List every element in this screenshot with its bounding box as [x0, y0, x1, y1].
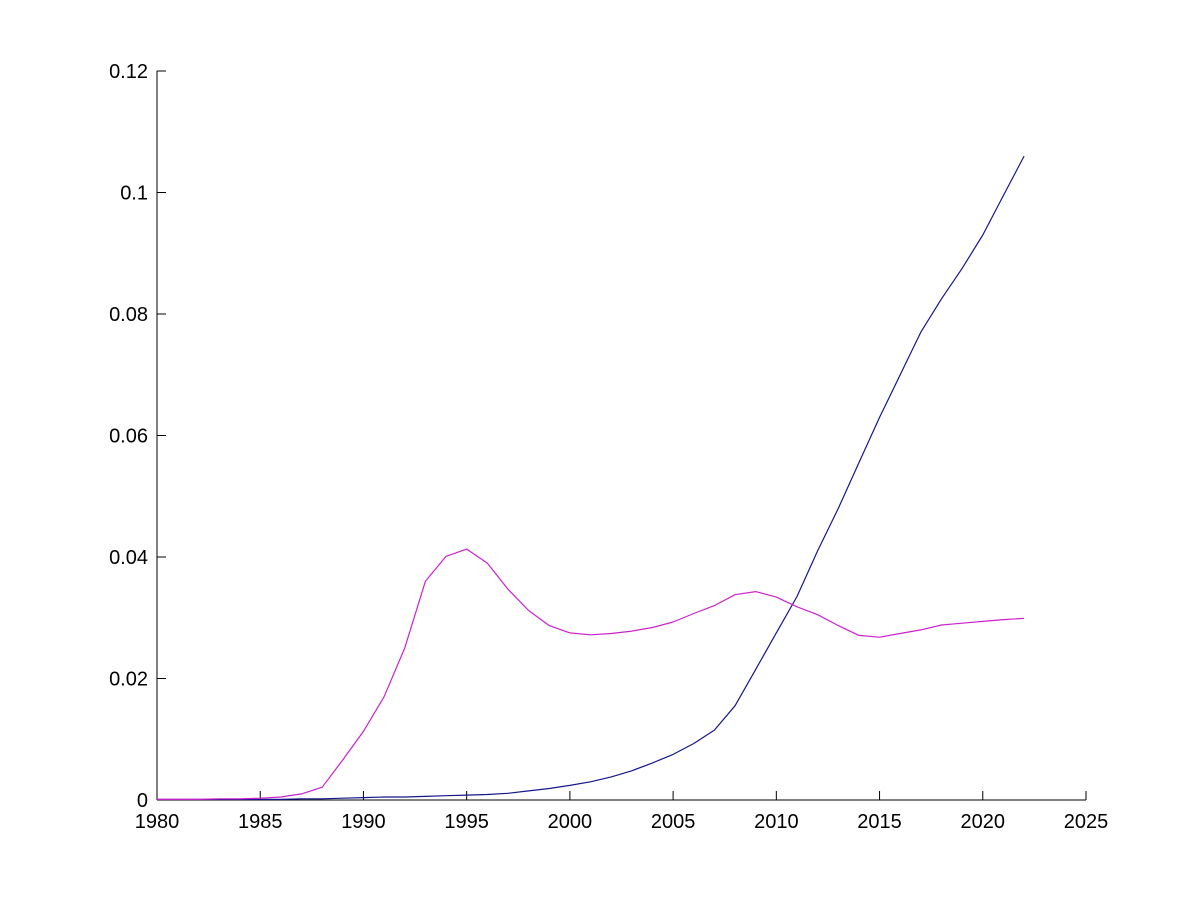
x-tick-label: 1995	[444, 811, 489, 833]
x-tick-label: 2025	[1064, 811, 1109, 833]
x-tick-label: 2005	[651, 811, 696, 833]
y-tick-label: 0.1	[120, 183, 148, 205]
y-tick-label: 0	[137, 790, 148, 812]
x-tick-label: 1985	[238, 811, 283, 833]
x-tick-label: 2000	[548, 811, 593, 833]
data-line-series-magenta	[157, 548, 1025, 801]
x-tick-label: 2020	[961, 811, 1006, 833]
y-tick-label: 0.08	[109, 304, 148, 326]
x-tick-label: 1980	[135, 811, 180, 833]
y-tick-label: 0.04	[109, 547, 148, 569]
data-line-series-blue	[157, 155, 1025, 801]
x-tick-label: 2010	[754, 811, 799, 833]
y-tick-label: 0.06	[109, 426, 148, 448]
x-tick-label: 1990	[341, 811, 386, 833]
y-tick-label: 0.02	[109, 669, 148, 691]
x-tick-label: 2015	[857, 811, 902, 833]
y-tick-label: 0.12	[109, 61, 148, 83]
